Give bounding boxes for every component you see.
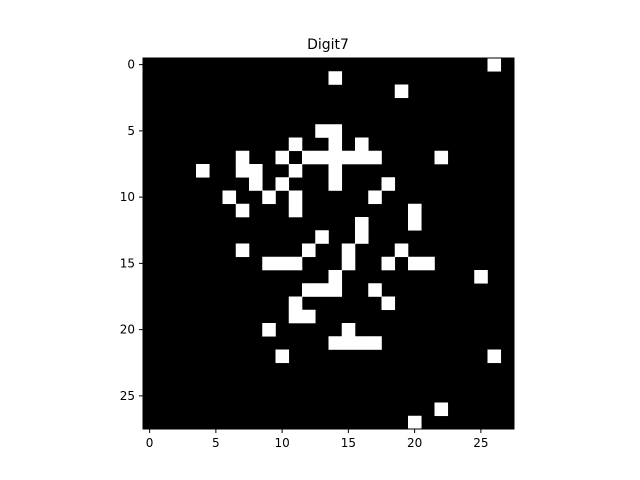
heatmap-cell: [235, 150, 250, 165]
y-tick-label: 5: [127, 124, 135, 138]
heatmap-cell: [328, 336, 343, 350]
y-tick-label: 0: [127, 58, 135, 72]
heatmap-cell: [288, 203, 303, 218]
heatmap-cell: [302, 243, 316, 258]
y-tick-label: 20: [120, 323, 135, 337]
heatmap-cell: [328, 137, 343, 152]
heatmap-cell: [262, 323, 276, 337]
heatmap-cell: [275, 150, 290, 165]
heatmap-cell: [249, 177, 263, 191]
heatmap-cell: [341, 336, 356, 350]
heatmap-cell: [288, 164, 303, 178]
heatmap-cell: [288, 296, 303, 311]
plot-area: [142, 57, 515, 430]
heatmap-cell: [328, 270, 343, 284]
heatmap-cell: [235, 243, 250, 258]
heatmap-cell: [355, 137, 369, 152]
heatmap-cell: [341, 256, 356, 271]
heatmap-cell: [434, 402, 449, 417]
heatmap-cell: [328, 283, 343, 297]
heatmap-cell: [196, 164, 210, 178]
y-tick-label: 15: [120, 256, 135, 270]
heatmap-cell: [328, 164, 343, 178]
heatmap-cell: [288, 190, 303, 205]
heatmap-cell: [302, 283, 316, 297]
heatmap-cell: [487, 58, 502, 72]
heatmap-cell: [355, 230, 369, 244]
heatmap-cell: [288, 137, 303, 152]
heatmap-cell: [394, 243, 409, 258]
chart-title: Digit7: [307, 37, 349, 53]
heatmap-cell: [315, 230, 329, 244]
x-tick-label: 5: [212, 436, 220, 450]
heatmap-cell: [487, 349, 502, 364]
heatmap-cell: [341, 150, 356, 165]
heatmap-cell: [408, 217, 422, 231]
heatmap-cell: [408, 256, 422, 271]
y-axis: 0 5 10 15 20 25: [120, 58, 143, 403]
heatmap-cell: [328, 150, 343, 165]
x-tick-label: 15: [341, 436, 356, 450]
heatmap-cell: [315, 150, 329, 165]
heatmap-cell: [421, 256, 435, 271]
y-tick-label: 10: [120, 190, 135, 204]
axes-frame: [142, 57, 515, 430]
heatmap-cell: [408, 415, 422, 430]
heatmap-cell: [474, 270, 488, 284]
heatmap-cell: [222, 190, 237, 205]
y-tick-label: 25: [120, 389, 135, 403]
heatmap-cell: [235, 164, 250, 178]
heatmap-cell: [235, 203, 250, 218]
heatmap-cell: [368, 336, 382, 350]
heatmap-cell: [288, 256, 303, 271]
heatmap-cell: [341, 243, 356, 258]
heatmap-cell: [328, 177, 343, 191]
heatmap-cell: [315, 124, 329, 138]
heatmap-cell: [368, 283, 382, 297]
heatmap-cell: [381, 296, 396, 311]
heatmap-cell: [302, 150, 316, 165]
heatmap-cell: [381, 256, 396, 271]
heatmap-cell: [341, 323, 356, 337]
heatmap-cell: [302, 309, 316, 324]
heatmap-cell: [368, 150, 382, 165]
heatmap-cell: [355, 336, 369, 350]
heatmap-cell: [355, 217, 369, 231]
x-axis: 0 5 10 15 20 25: [146, 429, 489, 450]
heatmap-cell: [408, 203, 422, 218]
heatmap-cell: [275, 256, 290, 271]
heatmap-cell: [328, 124, 343, 138]
heatmap-cell: [249, 164, 263, 178]
heatmap-cell: [275, 349, 290, 364]
x-tick-label: 20: [407, 436, 422, 450]
heatmap-cell: [381, 177, 396, 191]
heatmap-cell: [315, 283, 329, 297]
x-tick-label: 25: [473, 436, 488, 450]
heatmap-cell: [275, 177, 290, 191]
x-tick-label: 10: [274, 436, 289, 450]
heatmap-cell: [434, 150, 449, 165]
heatmap-cell: [368, 190, 382, 205]
x-tick-label: 0: [146, 436, 154, 450]
heatmap-cell: [288, 309, 303, 324]
heatmap-cell: [262, 190, 276, 205]
heatmap-cell: [328, 71, 343, 85]
heatmap-cell: [355, 150, 369, 165]
heatmap-cell: [394, 84, 409, 99]
heatmap-cell: [262, 256, 276, 271]
